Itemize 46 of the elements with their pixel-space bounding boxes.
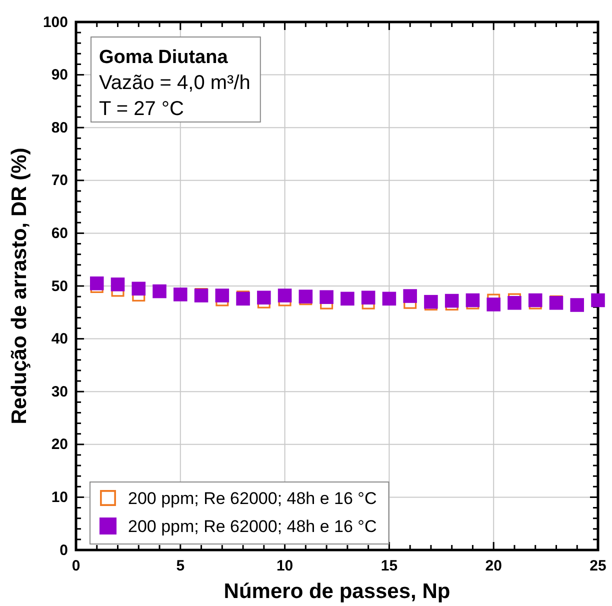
y-tick-label: 60 [51, 225, 68, 242]
point [110, 278, 125, 292]
y-tick-label: 10 [51, 489, 68, 506]
point [298, 290, 313, 304]
point [424, 294, 438, 309]
point [215, 288, 230, 302]
point [174, 288, 188, 302]
y-tick-label: 20 [51, 436, 68, 454]
point [278, 288, 292, 302]
annotation: T = 27 °C [99, 98, 184, 120]
x-tick-label: 15 [380, 558, 398, 575]
point [152, 284, 166, 298]
legend-label: 200 ppm; Re 62000; 48h e 16 °C [128, 489, 377, 508]
y-tick-label: 90 [51, 66, 68, 84]
point [132, 282, 146, 296]
point [466, 293, 480, 308]
point [444, 294, 459, 308]
point [508, 296, 522, 310]
y-axis-title: Redução de arrasto, DR (%) [8, 148, 31, 424]
x-tick-label: 20 [485, 558, 502, 575]
annotation: Vazão = 4,0 m³/h [99, 72, 250, 94]
point [591, 293, 605, 308]
y-tick-label: 100 [42, 14, 68, 31]
x-axis-title: Número de passes, Np [224, 580, 450, 603]
y-tick-label: 50 [51, 278, 68, 295]
point [257, 290, 271, 305]
point [361, 290, 376, 305]
y-tick-label: 30 [51, 383, 68, 400]
annotation: Goma Diutana [99, 47, 228, 68]
y-tick-label: 0 [60, 542, 68, 559]
point [340, 292, 354, 306]
point [403, 289, 417, 303]
x-tick-label: 25 [590, 558, 606, 575]
x-tick-label: 0 [72, 558, 80, 575]
x-tick-label: 10 [276, 558, 294, 575]
point [382, 292, 396, 306]
point [570, 298, 584, 312]
x-tick-label: 5 [176, 558, 185, 575]
point [486, 298, 500, 312]
y-tick-label: 40 [51, 330, 68, 348]
y-tick-label: 80 [51, 119, 68, 136]
point [320, 290, 334, 304]
legend-label: 200 ppm; Re 62000; 48h e 16 °C [128, 517, 377, 536]
point [90, 276, 104, 290]
y-tick-label: 70 [51, 172, 68, 190]
point [528, 293, 542, 308]
